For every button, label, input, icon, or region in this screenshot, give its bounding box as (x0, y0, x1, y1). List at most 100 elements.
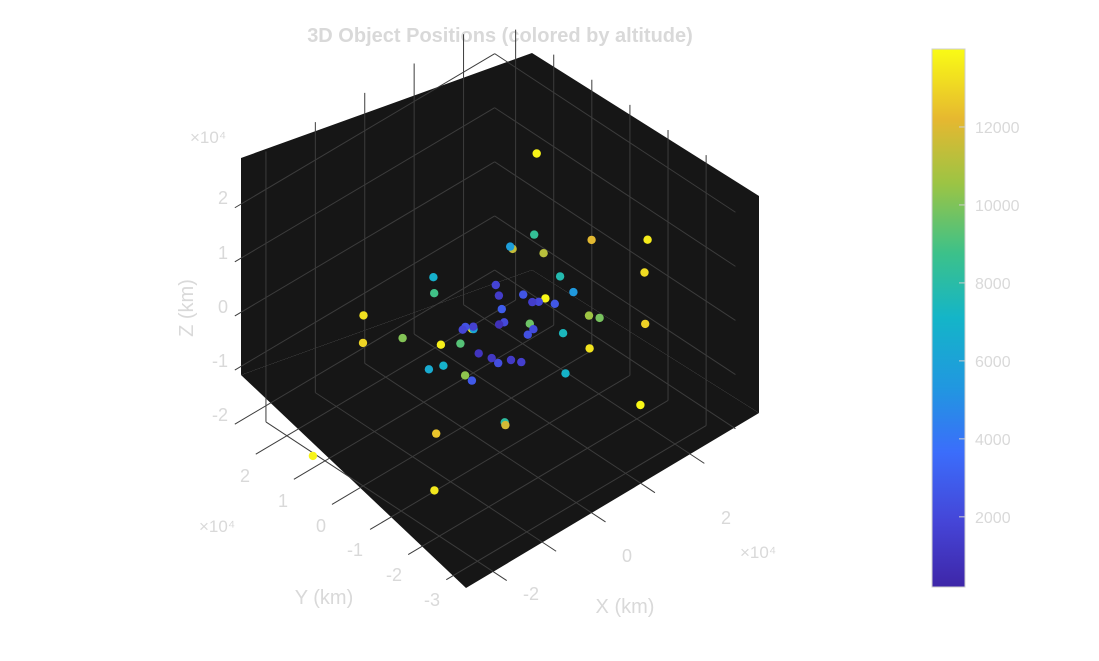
data-point (561, 369, 570, 378)
grid-line (494, 161, 736, 321)
grid-line (494, 269, 736, 430)
z-tick-label: -2 (212, 405, 228, 425)
y-ticks: 2 1 0 -1 -2 -3 (240, 466, 440, 610)
data-point (456, 339, 465, 348)
x-axis-label: X (km) (596, 596, 655, 618)
y-tick-label: -3 (424, 590, 440, 610)
data-point (528, 297, 537, 307)
data-point (569, 287, 578, 297)
data-point (636, 400, 645, 410)
grid-line (364, 362, 606, 523)
data-point (506, 355, 516, 365)
data-point (358, 338, 368, 348)
data-point (643, 235, 652, 244)
data-point (506, 242, 515, 251)
scatter-points (308, 149, 652, 495)
colorbar-tick-label: 6000 (975, 354, 1011, 371)
data-point (494, 320, 504, 329)
data-point (469, 322, 478, 331)
colorbar-tick-label: 10000 (975, 198, 1020, 215)
z-tick-label: -1 (212, 351, 228, 371)
data-point (558, 329, 568, 338)
data-point (541, 294, 550, 303)
data-point (308, 451, 318, 461)
data-point (497, 304, 506, 314)
x-ticks: -2 0 2 (523, 508, 731, 604)
grid-line (293, 324, 554, 480)
data-point (534, 297, 543, 306)
grid-lines (234, 29, 736, 581)
data-point (595, 313, 604, 323)
data-point (555, 272, 565, 281)
data-point (398, 333, 407, 343)
y-tick-label: -1 (347, 540, 363, 560)
data-point (439, 361, 448, 370)
grid-line (494, 215, 736, 375)
data-point (587, 235, 596, 245)
data-point (494, 358, 503, 368)
y-tick-label: 2 (240, 466, 250, 486)
data-point (519, 290, 528, 299)
data-point (436, 340, 446, 349)
back-wall-yz (532, 53, 759, 413)
grid-line (494, 53, 736, 213)
data-point (487, 353, 496, 363)
data-point (584, 311, 594, 320)
colorbar-gradient (931, 48, 966, 588)
data-point (550, 299, 559, 308)
data-point (532, 149, 541, 158)
z-axis-label: Z (km) (176, 279, 198, 337)
z-axis-multiplier: ×10⁴ (190, 128, 226, 147)
x-tick-label: 2 (721, 508, 731, 528)
data-point (641, 319, 650, 329)
back-wall-xz (241, 53, 532, 375)
data-point (474, 349, 483, 358)
grid-line (331, 349, 593, 505)
grid-line (315, 392, 557, 552)
grid-line (369, 374, 631, 530)
data-point (429, 273, 438, 282)
x-tick-label: -2 (523, 584, 539, 604)
colorbar-tick-label: 8000 (975, 276, 1011, 293)
z-tick-label: 1 (218, 243, 228, 263)
chart-title: 3D Object Positions (colored by altitude… (307, 25, 693, 47)
data-point (359, 311, 368, 320)
colorbar-tick-label: 2000 (975, 510, 1011, 527)
grid-line (463, 304, 705, 464)
data-point (430, 289, 439, 298)
grid-line (494, 107, 736, 267)
colorbar-tick-label: 4000 (975, 432, 1011, 449)
grid-line (446, 425, 707, 581)
z-ticks: 2 1 0 -1 -2 (212, 188, 228, 425)
data-point (460, 371, 470, 380)
colorbar-tick-label: 12000 (975, 120, 1020, 137)
data-point (523, 330, 532, 339)
grid-line (407, 400, 669, 556)
grid-line (413, 333, 656, 494)
data-point (585, 344, 594, 353)
data-point (491, 280, 500, 290)
x-tick-label: 0 (622, 546, 632, 566)
data-point (494, 291, 504, 300)
data-point (640, 268, 649, 277)
colorbar-ticks: 2000 4000 6000 8000 10000 12000 (959, 120, 1020, 527)
data-point (430, 486, 439, 495)
data-point (529, 325, 538, 334)
y-tick-label: 1 (278, 491, 288, 511)
y-axis-multiplier: ×10⁴ (199, 517, 235, 536)
data-point (432, 429, 441, 438)
data-point (458, 325, 467, 334)
data-point (424, 365, 434, 374)
z-tick-label: 2 (218, 188, 228, 208)
colorbar: 2000 4000 6000 8000 10000 12000 (931, 48, 1020, 588)
data-point (517, 357, 526, 367)
data-point (530, 230, 539, 239)
y-tick-label: 0 (316, 516, 326, 536)
x-axis-multiplier: ×10⁴ (740, 543, 776, 562)
data-point (539, 249, 548, 258)
y-tick-label: -2 (386, 565, 402, 585)
z-tick-label: 0 (218, 297, 228, 317)
grid-line (265, 421, 508, 581)
data-point (467, 376, 477, 385)
